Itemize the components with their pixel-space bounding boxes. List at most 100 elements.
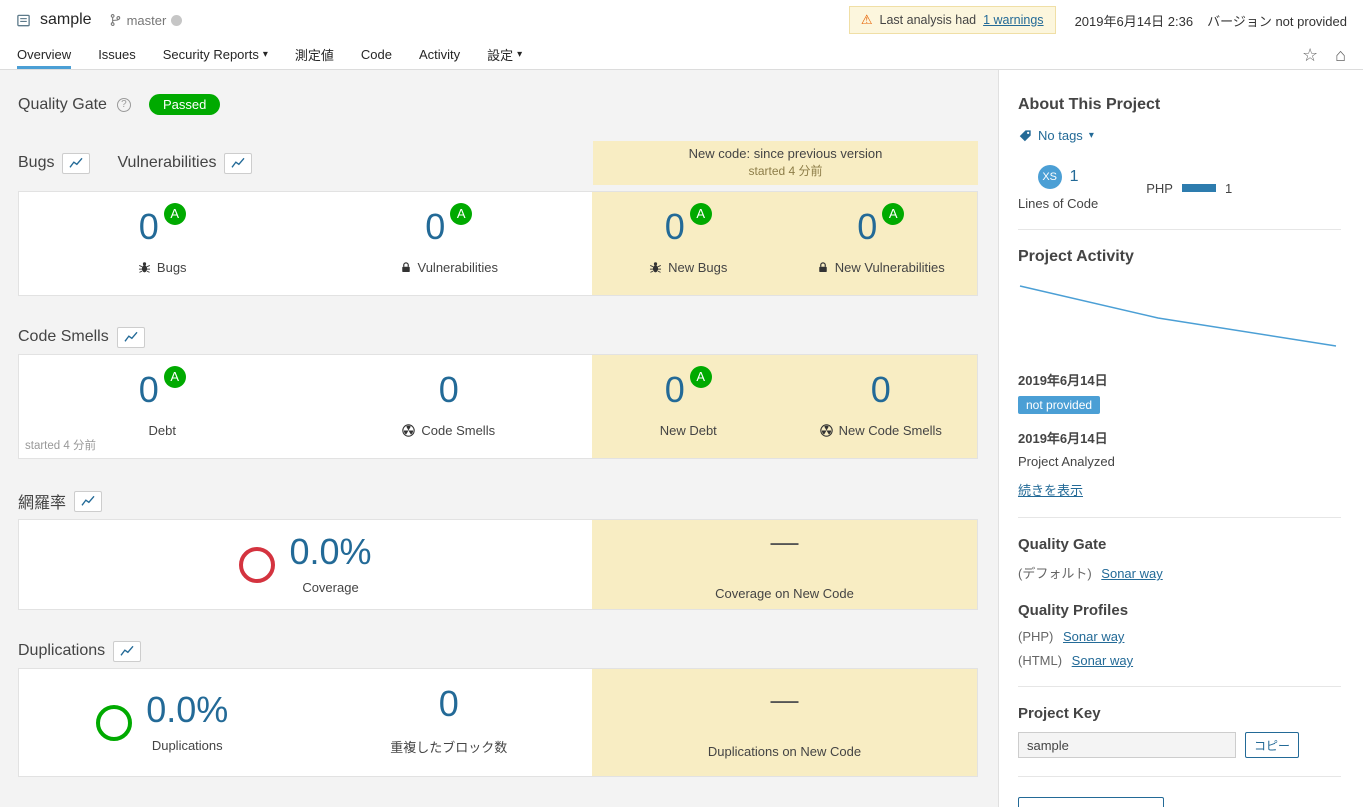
- new-code-smells-metric-label: New Code Smells: [838, 423, 942, 438]
- new-code-smells-count-link[interactable]: 0: [870, 369, 891, 410]
- tab-settings[interactable]: 設定 ▾: [487, 40, 522, 69]
- tab-overview[interactable]: Overview: [17, 40, 72, 69]
- overall-code-area: 0.0% Coverage: [19, 520, 592, 609]
- new-vulnerabilities-rating-badge[interactable]: A: [882, 203, 905, 225]
- vulnerabilities-count-link[interactable]: 0: [425, 206, 446, 247]
- project-name[interactable]: sample: [40, 11, 92, 28]
- bugs-metric-label: Bugs: [156, 260, 187, 275]
- help-icon[interactable]: ?: [116, 97, 131, 112]
- quality-gate-row: Quality Gate ? Passed: [18, 94, 978, 115]
- new-vulnerabilities-count-link[interactable]: 0: [857, 206, 878, 247]
- duplicated-blocks-metric: 0 重複したブロック数: [306, 669, 593, 776]
- event-date: 2019年6月14日: [1018, 431, 1108, 446]
- coverage-label: Coverage: [302, 580, 359, 595]
- new-code-period-subtitle: started 4 分前: [748, 164, 823, 178]
- maintainability-rating-badge[interactable]: A: [163, 366, 186, 388]
- quality-gate-title: Quality Gate: [18, 95, 107, 113]
- home-icon[interactable]: ⌂: [1335, 44, 1346, 65]
- divider: [1018, 686, 1341, 687]
- branch-icon: [109, 13, 122, 27]
- bugs-count-link[interactable]: 0: [138, 206, 159, 247]
- tab-security-reports[interactable]: Security Reports ▾: [163, 40, 268, 69]
- project-key-input[interactable]: [1018, 732, 1236, 758]
- duplications-value-link[interactable]: 0.0%: [146, 689, 229, 730]
- code-smells-history-button[interactable]: [116, 326, 145, 348]
- code-smells-metric-label: Code Smells: [421, 423, 496, 438]
- sidebar-quality-gate-title: Quality Gate: [1018, 536, 1107, 553]
- new-maintainability-rating-badge[interactable]: A: [689, 366, 712, 388]
- branch-selector[interactable]: master: [109, 13, 183, 28]
- new-bugs-rating-badge[interactable]: A: [689, 203, 712, 225]
- code-smells-section-head: Code Smells: [18, 326, 978, 348]
- warnings-link[interactable]: 1 warnings: [983, 13, 1044, 27]
- analysis-meta: 2019年6月14日 2:36 バージョン not provided: [1075, 11, 1347, 30]
- debt-metric-label: Debt: [148, 423, 176, 438]
- bugs-rating-badge[interactable]: A: [163, 203, 186, 225]
- coverage-value-link[interactable]: 0.0%: [289, 531, 372, 572]
- activity-sparkline[interactable]: [1018, 280, 1340, 356]
- quality-profiles-title: Quality Profiles: [1018, 602, 1129, 619]
- profile-php-row: (PHP) Sonar way: [1018, 629, 1341, 644]
- profile-php-link[interactable]: Sonar way: [1063, 629, 1125, 644]
- favorite-star-icon[interactable]: ☆: [1301, 44, 1319, 65]
- chevron-down-icon: ▾: [1088, 130, 1094, 141]
- loc-value-link[interactable]: 1: [1069, 168, 1079, 185]
- bugs-vulnerabilities-section: Bugs Vulnerabilities New code: since pre…: [18, 141, 978, 296]
- tab-measures[interactable]: 測定値: [294, 48, 334, 63]
- event-label: Project Analyzed: [1018, 454, 1115, 469]
- coverage-metric: 0.0% Coverage: [19, 520, 592, 609]
- new-bugs-metric-label: New Bugs: [668, 260, 728, 275]
- version-badge: not provided: [1018, 396, 1101, 414]
- bugs-title: Bugs: [18, 154, 55, 171]
- duplicated-blocks-link[interactable]: 0: [438, 683, 459, 724]
- copy-key-button[interactable]: コピー: [1245, 732, 1300, 758]
- version-text: バージョン not provided: [1207, 13, 1347, 29]
- new-debt-value-link[interactable]: 0: [664, 369, 685, 410]
- nav-icons: ☆ ⌂: [1302, 40, 1346, 69]
- code-smells-title: Code Smells: [18, 328, 109, 345]
- new-bugs-count-link[interactable]: 0: [664, 206, 685, 247]
- tab-code[interactable]: Code: [360, 47, 392, 62]
- tab-activity[interactable]: Activity: [418, 47, 461, 62]
- event-date: 2019年6月14日: [1018, 373, 1108, 388]
- project-meta-row: XS 1 Lines of Code PHP 1: [1018, 165, 1341, 211]
- new-vulnerabilities-metric-label: New Vulnerabilities: [834, 260, 945, 275]
- project-key-row: コピー: [1018, 732, 1341, 758]
- coverage-new-code-label: Coverage on New Code: [715, 586, 854, 601]
- vulnerabilities-rating-badge[interactable]: A: [450, 203, 473, 225]
- tag-icon: [1018, 129, 1032, 143]
- duplications-section: Duplications 0.0% Duplications: [18, 640, 978, 777]
- about-title: About This Project: [1018, 96, 1161, 113]
- tab-security-reports-label: Security Reports: [162, 47, 259, 62]
- show-more-link[interactable]: 続きを表示: [1018, 483, 1084, 498]
- coverage-section-head: 網羅率: [18, 489, 978, 513]
- tags-label: No tags: [1038, 128, 1083, 143]
- quality-gate-link[interactable]: Sonar way: [1101, 566, 1163, 581]
- profile-html-link[interactable]: Sonar way: [1071, 653, 1134, 668]
- overview-main: Quality Gate ? Passed Bugs Vulnerabiliti…: [0, 70, 998, 807]
- project-size-badge: XS: [1037, 165, 1062, 189]
- coverage-history-button[interactable]: [74, 490, 103, 512]
- lines-of-code-group: XS 1 Lines of Code: [1018, 165, 1098, 211]
- header-top: sample master ⚠ Last analysis had 1 warn…: [0, 0, 1363, 40]
- quality-gate-default-prefix: (デフォルト): [1018, 566, 1092, 581]
- debt-value-link[interactable]: 0: [138, 369, 159, 410]
- tags-selector[interactable]: No tags ▾: [1018, 128, 1341, 143]
- get-project-badges-button[interactable]: Get project badges: [1018, 797, 1164, 807]
- chevron-down-icon: ▾: [262, 49, 268, 60]
- code-smells-count-link[interactable]: 0: [438, 369, 459, 410]
- coverage-title: 網羅率: [18, 495, 67, 512]
- overall-code-area: 0.0% Duplications 0 重複したブロック数: [19, 669, 592, 776]
- vulnerabilities-history-button[interactable]: [224, 152, 253, 174]
- project-sidebar: About This Project No tags ▾ XS 1 Lines …: [998, 70, 1363, 807]
- duplications-history-button[interactable]: [113, 640, 142, 662]
- content: Quality Gate ? Passed Bugs Vulnerabiliti…: [0, 70, 1363, 807]
- duplications-metric: 0.0% Duplications: [19, 669, 306, 776]
- code-smell-icon: [402, 424, 416, 437]
- tab-issues[interactable]: Issues: [98, 47, 136, 62]
- bugs-history-button[interactable]: [62, 152, 91, 174]
